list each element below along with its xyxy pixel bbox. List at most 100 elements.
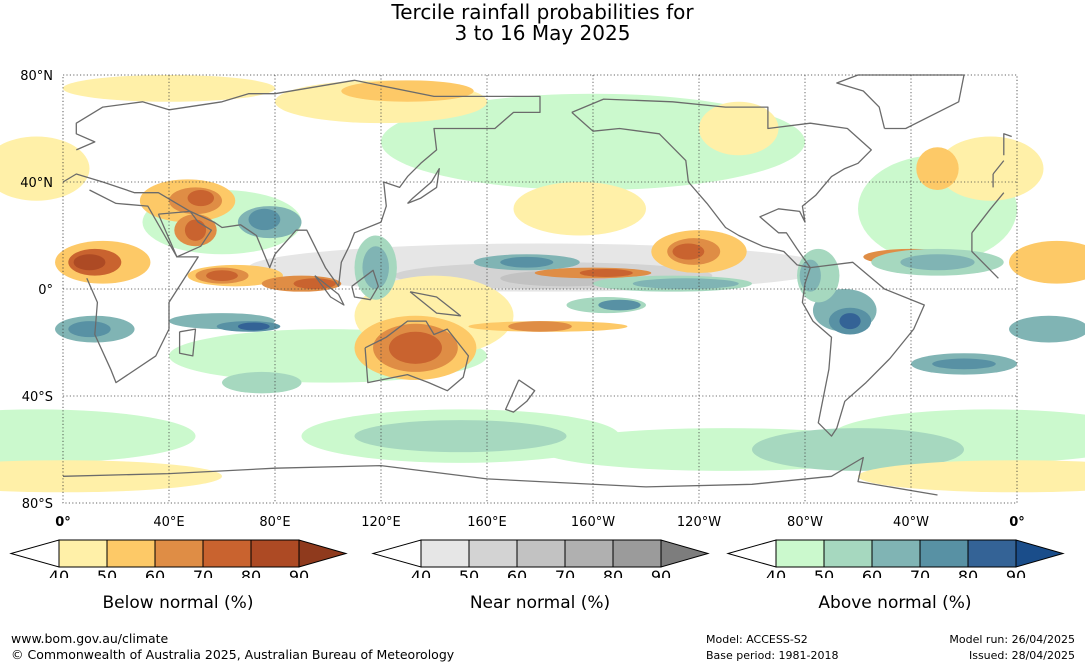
probability-patch-above-64	[799, 259, 821, 292]
coastline-europe-asia-2	[992, 160, 1005, 175]
colorbar-tick: 80	[241, 567, 261, 578]
lon-label: 120°W	[677, 515, 721, 530]
colorbar-tick: 40	[49, 567, 69, 578]
coastline-africa-1	[86, 189, 199, 384]
map-title-line2: 3 to 16 May 2025	[454, 21, 631, 45]
probability-patch-below-19	[699, 101, 779, 156]
coastline-japan	[407, 167, 440, 205]
colorbar-below-low-arrow	[9, 539, 60, 568]
colorbar-tick: 60	[507, 567, 527, 578]
probability-patch-above-50	[1009, 315, 1085, 343]
colorbar-tick: 40	[411, 567, 431, 578]
coastline-arabia	[157, 210, 213, 258]
probability-patch-below-70	[513, 182, 646, 236]
coastline-uk-2	[1003, 133, 1012, 156]
colorbar-tick: 50	[459, 567, 479, 578]
colorbar-near-bin	[564, 539, 614, 568]
probability-patch-above-49	[237, 322, 270, 331]
colorbar-below-high-arrow	[298, 539, 348, 568]
probability-patch-above-62	[839, 313, 861, 330]
colorbar-tick: 90	[289, 567, 309, 578]
probability-patch-below-30	[206, 270, 238, 281]
lon-label: 160°E	[467, 515, 507, 530]
colorbar-label-below: Below normal (%)	[102, 593, 254, 613]
probability-patch-above-9	[354, 420, 567, 453]
map-frame	[62, 74, 1018, 504]
colorbar-above-bin	[775, 539, 825, 568]
colorbar-below-bin	[202, 539, 252, 568]
colorbar-tick: 80	[603, 567, 623, 578]
probability-patch-below-32	[293, 278, 336, 289]
lon-label: 0°	[1009, 515, 1025, 530]
colorbar-below-normal: 40 50 60 70 80 90	[9, 539, 348, 578]
probability-patch-above-6	[0, 409, 196, 463]
lat-label: 0°	[38, 283, 53, 298]
footer-issued: Issued: 28/04/2025	[968, 649, 1075, 662]
colorbar-near-normal: 40 50 60 70 80 90	[371, 539, 710, 578]
rainfall-probability-map: 80°N40°N0°40°S80°S0° 40°E 80°E 120°E 160°E 16…	[0, 69, 1085, 530]
colorbar-below-bin	[154, 539, 204, 568]
probability-patch-below-13	[63, 75, 275, 102]
lat-label: 40°S	[22, 390, 53, 405]
colorbar-tick: 60	[862, 567, 882, 578]
probability-patch-above-3	[381, 93, 805, 191]
colorbar-tick: 80	[958, 567, 978, 578]
coastline-south-america	[801, 261, 925, 437]
lat-label: 80°S	[22, 497, 53, 512]
colorbar-near-bin	[420, 539, 470, 568]
colorbar-tick: 60	[145, 567, 165, 578]
colorbar-near-bin	[468, 539, 518, 568]
probability-patch-below-44	[579, 268, 633, 277]
footer-website: www.bom.gov.au/climate	[11, 631, 169, 646]
colorbar-above-bin	[823, 539, 873, 568]
lon-label: 80°W	[787, 515, 823, 530]
probability-patch-below-38	[672, 243, 705, 260]
colorbar-label-above: Above normal (%)	[818, 593, 972, 613]
coastline-greenland	[836, 74, 965, 130]
probability-patch-above-59	[598, 299, 641, 311]
colorbar-tick: 70	[193, 567, 213, 578]
probability-patch-below-17	[937, 136, 1044, 201]
lon-label: 160°W	[571, 515, 615, 530]
lon-label: 0°	[55, 515, 71, 530]
colorbar-above-high-arrow	[1015, 539, 1065, 568]
probability-patch-above-55	[362, 246, 389, 289]
lat-label: 40°N	[20, 176, 53, 191]
coastline-australia	[364, 320, 470, 392]
colorbar-near-low-arrow	[371, 539, 422, 568]
probability-patch-below-27	[184, 219, 207, 241]
probability-patch-below-25	[73, 254, 106, 271]
colorbar-tick: 50	[814, 567, 834, 578]
probability-patch-below-18	[916, 147, 959, 191]
probability-patch-below-15	[0, 460, 222, 493]
coastlines	[62, 74, 1012, 496]
axis-labels: 80°N40°N0°40°S80°S0° 40°E 80°E 120°E 160°E 16…	[20, 69, 1025, 530]
coastline-antarctica-1	[62, 464, 541, 483]
coastline-north-america	[571, 98, 872, 269]
colorbar-above-bin	[919, 539, 969, 568]
colorbar-tick: 40	[766, 567, 786, 578]
footer-model: Model: ACCESS-S2	[706, 633, 808, 646]
probability-patch-above-68	[932, 358, 996, 370]
lon-label: 40°E	[153, 515, 184, 530]
colorbar-near-high-arrow	[660, 539, 710, 568]
probability-patch-above-46	[632, 278, 739, 289]
probability-patch-below-42	[508, 321, 572, 332]
coastline-new-guinea	[409, 291, 462, 317]
colorbar-label-near: Near normal (%)	[469, 593, 611, 613]
coastline-sumatra	[314, 275, 345, 306]
coastline-africa-2	[971, 232, 999, 279]
colorbar-above-bin	[967, 539, 1017, 568]
colorbar-tick: 70	[910, 567, 930, 578]
footer-base-period: Base period: 1981-2018	[706, 649, 839, 662]
colorbar-tick: 70	[555, 567, 575, 578]
colorbar-above-low-arrow	[726, 539, 777, 568]
lon-label: 80°E	[259, 515, 290, 530]
coastline-africa	[971, 192, 1005, 234]
coastline-new-zealand	[504, 379, 536, 413]
colorbar-below-bin	[106, 539, 156, 568]
probability-patch-below-15	[858, 460, 1085, 493]
lon-label: 120°E	[361, 515, 401, 530]
coastline-antarctica	[539, 456, 938, 496]
map-title-line1: Tercile rainfall probabilities for	[391, 0, 694, 24]
